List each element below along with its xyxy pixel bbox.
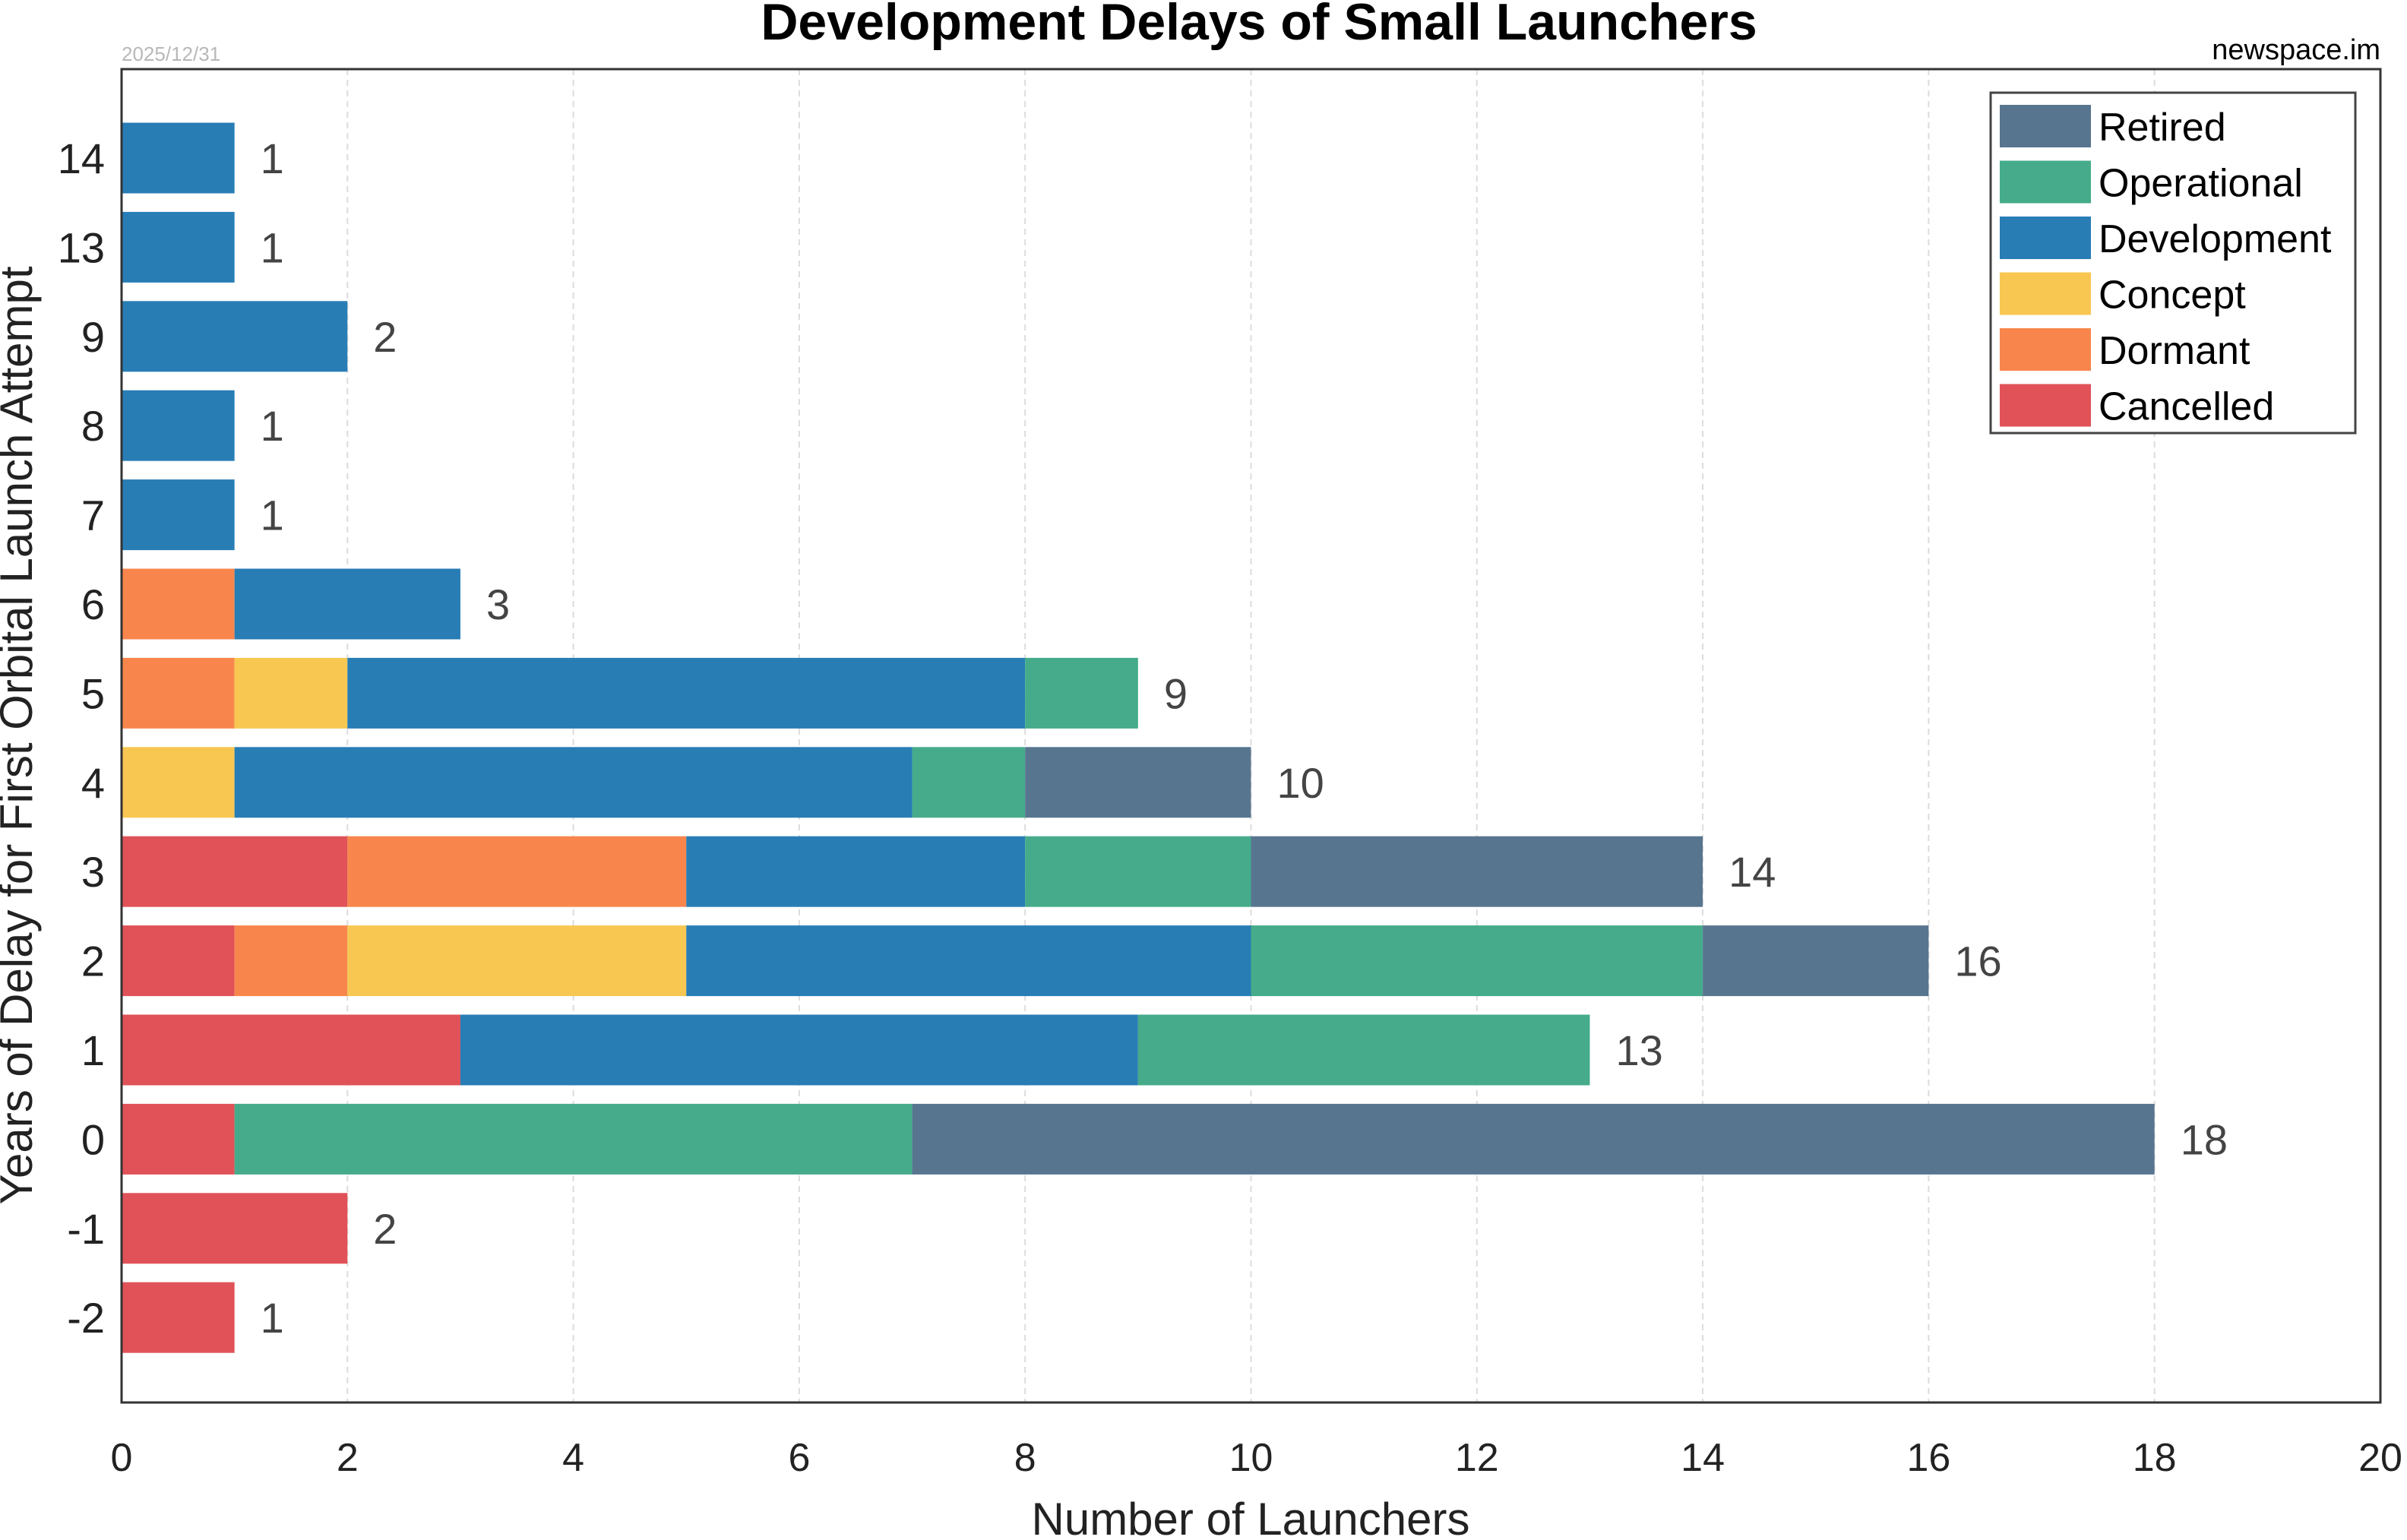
x-tick-label: 20: [2358, 1436, 2402, 1480]
bar-segment-development: [122, 301, 348, 372]
value-label: 2: [373, 313, 397, 361]
bar-segment-development: [347, 657, 1026, 729]
bar-segment-dormant: [122, 568, 235, 640]
y-tick-label: 3: [81, 848, 105, 896]
value-label: 2: [373, 1205, 397, 1253]
bar-segment-retired: [1025, 747, 1251, 818]
x-tick-label: 6: [788, 1436, 810, 1480]
value-label: 1: [261, 134, 284, 182]
bar-segment-retired: [1703, 925, 1929, 997]
value-label: 10: [1277, 759, 1324, 807]
y-tick-label: 7: [81, 492, 105, 539]
bar-segment-dormant: [347, 836, 687, 907]
bar-segment-development: [686, 836, 1026, 907]
y-tick-label: 14: [58, 134, 105, 182]
bar-segment-operational: [912, 747, 1026, 818]
value-label: 9: [1164, 669, 1188, 717]
bar-segment-development: [122, 479, 235, 551]
x-tick-label: 10: [1229, 1436, 1273, 1480]
bar-segment-retired: [912, 1103, 2155, 1175]
y-tick-label: -2: [67, 1294, 105, 1342]
gridlines: [346, 69, 2156, 1402]
y-tick-label: 5: [81, 669, 105, 717]
bar-segment-concept: [347, 925, 687, 997]
bar-segment-retired: [1251, 836, 1703, 907]
bar-segment-dormant: [234, 925, 348, 997]
legend: Retired Operational Development Concept Dorm…: [1989, 91, 2357, 435]
bar-segment-concept: [234, 657, 348, 729]
bar-segment-development: [234, 747, 913, 818]
y-tick-label: 1: [81, 1026, 105, 1074]
x-tick-label: 16: [1906, 1436, 1950, 1480]
legend-label-concept: Concept: [2099, 274, 2246, 318]
y-tick-label: 4: [81, 759, 105, 807]
bar-segment-operational: [1137, 1014, 1590, 1086]
bar-segment-operational: [1025, 836, 1251, 907]
x-tick-label: 12: [1455, 1436, 1499, 1480]
x-tick-label: 18: [2133, 1436, 2177, 1480]
plot-frame: [120, 68, 2382, 1404]
bar-segment-operational: [1025, 657, 1138, 729]
value-label: 14: [1729, 848, 1776, 896]
value-label: 1: [261, 402, 284, 450]
legend-label-retired: Retired: [2099, 106, 2226, 150]
chart-credit: newspace.im: [2212, 34, 2380, 66]
bar-segment-cancelled: [122, 836, 348, 907]
x-tick-label: 2: [337, 1436, 359, 1480]
bar-segment-cancelled: [122, 1103, 235, 1175]
y-tick-label: -1: [67, 1205, 105, 1253]
bar-segment-concept: [122, 747, 235, 818]
legend-label-operational: Operational: [2099, 162, 2303, 206]
y-axis-label: Years of Delay for First Orbital Launch …: [0, 266, 42, 1204]
bar-segment-development: [122, 390, 235, 461]
x-tick-label: 4: [562, 1436, 584, 1480]
bar-segment-dormant: [122, 657, 235, 729]
y-tick-label: 6: [81, 580, 105, 628]
x-tick-label: 14: [1681, 1436, 1725, 1480]
legend-swatch-operational: [2000, 160, 2091, 204]
y-tick-label: 13: [58, 223, 105, 271]
legend-swatch-cancelled: [2000, 384, 2091, 427]
value-label: 18: [2181, 1115, 2228, 1163]
y-tick-label: 2: [81, 938, 105, 985]
value-label: 1: [261, 223, 284, 271]
bar-segment-cancelled: [122, 925, 235, 997]
bar-segment-development: [122, 211, 235, 283]
value-label: 1: [261, 492, 284, 539]
bar-segment-operational: [234, 1103, 913, 1175]
legend-swatch-retired: [2000, 105, 2091, 147]
legend-swatch-development: [2000, 217, 2091, 259]
value-label: 1: [261, 1294, 284, 1342]
y-tick-label: 0: [81, 1115, 105, 1163]
x-tick-label: 0: [111, 1436, 133, 1480]
x-tick-label: 8: [1014, 1436, 1036, 1480]
bar-segment-cancelled: [122, 1014, 460, 1086]
legend-label-cancelled: Cancelled: [2099, 385, 2274, 429]
legend-label-development: Development: [2099, 217, 2332, 261]
y-tick-labels: 14 13 9 8 7 6 5 4 3 2 1 0 -1 -2: [58, 134, 105, 1342]
bar-segment-development: [460, 1014, 1138, 1086]
bar-segment-development: [686, 925, 1251, 997]
legend-frame: [1989, 91, 2357, 435]
legend-swatch-dormant: [2000, 328, 2091, 371]
chart-title: Development Delays of Small Launchers: [761, 0, 1757, 51]
bars: [122, 122, 2155, 1353]
legend-label-dormant: Dormant: [2099, 329, 2250, 373]
chart-date: 2025/12/31: [122, 43, 220, 65]
y-tick-label: 8: [81, 402, 105, 450]
y-tick-label: 9: [81, 313, 105, 361]
value-label: 16: [1954, 938, 2001, 985]
x-axis-label: Number of Launchers: [1032, 1494, 1470, 1540]
bar-segment-development: [234, 568, 460, 640]
bar-segment-cancelled: [122, 1193, 348, 1264]
bar-segment-cancelled: [122, 1282, 235, 1353]
value-label: 13: [1615, 1026, 1662, 1074]
x-tick-labels: 0 2 4 6 8 10 12 14 16 18 20: [111, 1436, 2402, 1480]
value-label: 3: [486, 580, 510, 628]
legend-swatch-concept: [2000, 272, 2091, 315]
bar-segment-operational: [1251, 925, 1703, 997]
bar-segment-development: [122, 122, 235, 194]
